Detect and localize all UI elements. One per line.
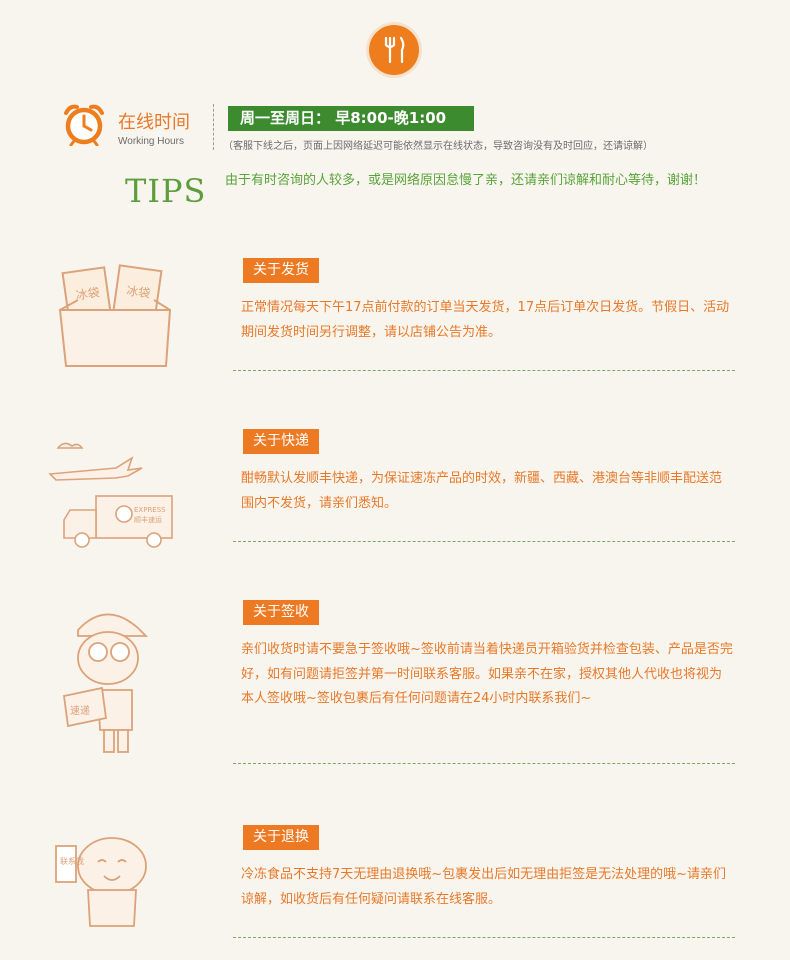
section-text-shipping: 正常情况每天下午17点前付款的订单当天发货，17点后订单次日发货。节假日、活动期… (241, 300, 730, 340)
section-text-express: 酣畅默认发顺丰快递，为保证速冻产品的时效，新疆、西藏、港澳台等非顺丰配送范围内不… (241, 471, 723, 511)
express-company-text: 顺丰速运 (134, 515, 162, 524)
working-hours-subtitle: Working Hours (118, 136, 184, 147)
fork-knife-icon (384, 36, 405, 64)
courier-mascot-illustration: 速递 (60, 600, 150, 764)
working-hours-banner: 周一至周日： 早8:00-晚1:00 (228, 106, 474, 131)
section-text-signing: 亲们收货时请不要急于签收哦~签收前请当着快递员开箱验货并检查包装、产品是否完好，… (241, 642, 733, 706)
section-title-signing: 关于签收 (243, 600, 319, 625)
ice-pack-label: 冰袋 (125, 284, 151, 301)
working-hours-note: （客服下线之后，页面上因网络延迟可能依然显示在线状态，导致咨询没有及时回应，还请… (223, 141, 653, 152)
section-divider (233, 370, 735, 371)
tips-text: 由于有时咨询的人较多，或是网络原因怠慢了亲，还请亲们谅解和耐心等待，谢谢！ (225, 173, 707, 188)
working-hours-title: 在线时间 (118, 112, 190, 133)
section-divider (233, 541, 735, 542)
tips-label: TIPS (125, 172, 207, 210)
section-text-returns: 冷冻食品不支持7天无理由退换哦~包裹发出后如无理由拒签是无法处理的哦~请亲们谅解… (241, 867, 727, 907)
section-divider (233, 763, 735, 764)
section-divider (233, 937, 735, 938)
section-title-returns: 关于退换 (243, 825, 319, 850)
contact-sign-text: 联系我 (60, 856, 84, 866)
service-mascot-illustration: 联系我 (52, 826, 156, 934)
working-hours-divider (213, 104, 214, 150)
express-delivery-illustration: EXPRESS 顺丰速运 (46, 440, 178, 556)
alarm-clock-icon (62, 102, 106, 150)
fork-knife-badge (369, 25, 419, 75)
ice-pack-label: 冰袋 (75, 285, 101, 302)
express-logo-text: EXPRESS (134, 506, 166, 514)
parcel-label: 速递 (70, 704, 90, 717)
ice-pack-box-illustration: 冰袋 冰袋 (58, 262, 173, 374)
section-title-express: 关于快递 (243, 429, 319, 454)
section-title-shipping: 关于发货 (243, 258, 319, 283)
